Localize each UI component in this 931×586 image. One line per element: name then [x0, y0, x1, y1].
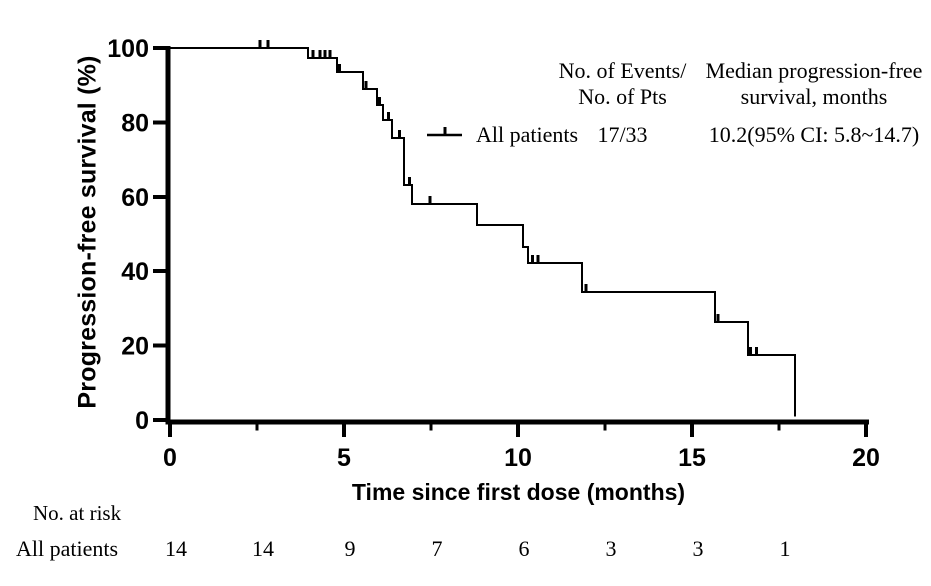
x-tick-label: 15 — [678, 444, 706, 472]
x-tick-label: 0 — [163, 444, 177, 472]
y-tick-label: 60 — [121, 184, 149, 212]
x-tick-label: 10 — [504, 444, 532, 472]
at-risk-count: 6 — [518, 536, 530, 561]
at-risk-count: 14 — [165, 536, 187, 561]
legend-header-median-line2: survival, months — [740, 84, 888, 109]
y-tick-label: 40 — [121, 258, 149, 286]
legend-header-events: No. of Events/ No. of Pts — [535, 58, 710, 110]
y-tick-label: 20 — [121, 333, 149, 361]
km-curve-all-patients — [170, 47, 796, 417]
x-axis-title: Time since first dose (months) — [351, 479, 686, 505]
at-risk-count: 3 — [692, 536, 704, 561]
at-risk-table-title: No. at risk — [33, 501, 122, 525]
all-patients-curve-marker-icon — [427, 127, 462, 137]
y-axis-title: Progression-free survival (%) — [73, 55, 102, 409]
legend-header-median: Median progression-free survival, months — [699, 58, 929, 110]
at-risk-count: 1 — [779, 536, 791, 561]
y-tick-label: 80 — [121, 109, 149, 137]
legend-header-events-line1: No. of Events/ — [558, 58, 687, 83]
at-risk-count: 14 — [252, 536, 274, 561]
at-risk-count: 7 — [431, 536, 443, 561]
at-risk-count: 9 — [344, 536, 356, 561]
x-tick-label: 5 — [337, 444, 351, 472]
legend-series-label: All patients — [476, 122, 579, 147]
at-risk-count: 3 — [605, 536, 617, 561]
x-tick-label: 20 — [852, 444, 880, 472]
legend-events-value: 17/33 — [597, 122, 648, 147]
at-risk-row-label: All patients — [16, 536, 119, 561]
legend-median-value: 10.2(95% CI: 5.8~14.7) — [708, 122, 920, 147]
legend-header-events-line2: No. of Pts — [578, 84, 667, 109]
y-tick-label: 0 — [135, 407, 149, 435]
legend-header-median-line1: Median progression-free — [705, 58, 923, 83]
y-tick-label: 100 — [107, 35, 149, 63]
